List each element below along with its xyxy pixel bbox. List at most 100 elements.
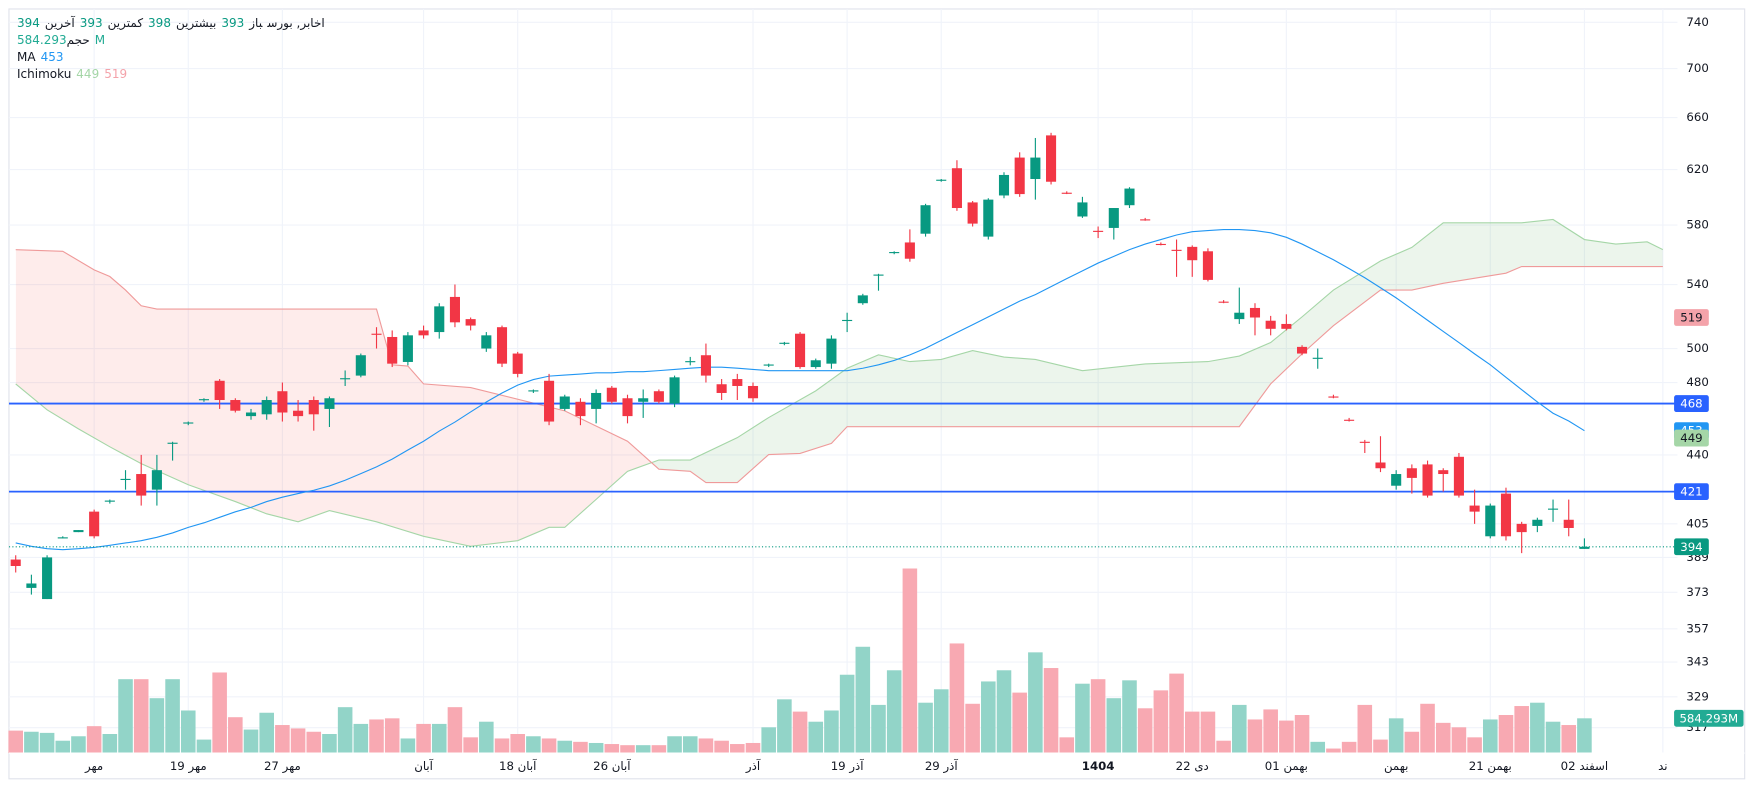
- volume-bar: [196, 739, 212, 754]
- volume-bar: [290, 728, 306, 754]
- volume-bar: [682, 736, 698, 754]
- volume-bar: [965, 703, 980, 754]
- x-tick-label: آبان: [414, 759, 433, 773]
- y-tick-label: 405: [1686, 516, 1708, 530]
- candle-body: [1140, 219, 1151, 221]
- candle-body: [1265, 320, 1276, 329]
- y-tick-label: 329: [1686, 689, 1708, 703]
- volume-bar: [1373, 739, 1388, 754]
- candle-body: [904, 242, 915, 259]
- volume-bar: [400, 738, 416, 754]
- volume-bar: [306, 731, 322, 754]
- volume-bar: [1122, 680, 1137, 754]
- stat-label: باز: [249, 16, 263, 30]
- candle-body: [842, 319, 853, 322]
- volume-bar: [384, 718, 400, 754]
- candle-body: [387, 336, 398, 364]
- volume-bar: [1012, 692, 1027, 754]
- price-tag: 394: [1680, 540, 1702, 554]
- candle-body: [700, 355, 711, 376]
- candle-body: [1312, 357, 1323, 359]
- symbol: اخابر, بورس: [267, 16, 325, 30]
- volume-bar: [447, 707, 463, 754]
- price-tag-bg: [1674, 538, 1709, 556]
- volume-bar: [981, 681, 996, 754]
- candle-body: [183, 422, 194, 424]
- volume-bar: [1577, 718, 1592, 754]
- candle-body: [638, 398, 649, 402]
- candle-body: [277, 391, 288, 413]
- volume-bar: [918, 702, 933, 754]
- y-tick-label: 373: [1686, 585, 1708, 599]
- y-tick-label: 480: [1686, 375, 1708, 389]
- y-tick-label: 620: [1686, 162, 1708, 176]
- volume-bar: [1467, 737, 1482, 754]
- candle-body: [716, 384, 727, 393]
- stat-label: آخرین: [44, 16, 75, 30]
- candle-body: [779, 342, 790, 344]
- price-tag-bg: [1674, 483, 1709, 501]
- volume-bar: [761, 727, 776, 754]
- y-tick-label: 700: [1686, 61, 1708, 75]
- volume-bar: [745, 742, 761, 754]
- candle-body: [1108, 208, 1119, 228]
- volume-bar: [1561, 725, 1577, 754]
- time-axis: مهر 19 مهر 27 مهر آبان 18 آبان 26 آبان آذر 19 آ…: [84, 759, 1668, 774]
- volume-bar: [1184, 711, 1200, 754]
- volume-bar: [118, 679, 133, 754]
- volume-bar: [949, 643, 965, 754]
- candle-body: [10, 559, 21, 567]
- y-tick-label: 660: [1686, 110, 1708, 124]
- volume-bar: [416, 723, 431, 754]
- candle-body: [1579, 546, 1590, 549]
- candle-body: [1438, 470, 1449, 475]
- candle-body: [1375, 462, 1386, 469]
- ichimoku-row: Ichimoku 449 519: [17, 66, 330, 83]
- volume-bar: [1404, 731, 1420, 754]
- candle-body: [528, 390, 539, 392]
- volume-bar: [1341, 741, 1357, 754]
- candle-body: [1046, 135, 1057, 182]
- x-tick-label: 29 آذر: [925, 759, 959, 774]
- symbol-row: اخابر, بورس باز 393 بیشترین 398 کمترین 393 آخری…: [17, 15, 330, 32]
- volume-bar: [1310, 741, 1326, 754]
- x-tick-label: ند: [1658, 759, 1667, 773]
- volume-bar: [573, 741, 588, 754]
- candle-body: [951, 168, 962, 209]
- y-tick-label: 500: [1686, 341, 1708, 355]
- volume-bar: [792, 711, 808, 754]
- volume-bar: [1090, 679, 1106, 754]
- candle-body: [1485, 505, 1496, 537]
- candle-body: [465, 319, 476, 326]
- volume-bar: [1530, 702, 1545, 754]
- ichimoku: [15, 218, 1664, 547]
- volume-bar: [180, 710, 196, 754]
- candle-body: [936, 179, 947, 181]
- candle-body: [481, 335, 492, 349]
- volume-bar: [494, 738, 510, 754]
- candle-body: [763, 364, 774, 366]
- candle-body: [732, 379, 743, 386]
- candle-body: [1030, 157, 1041, 180]
- volume-bar: [228, 717, 243, 754]
- candle-body: [1422, 464, 1433, 496]
- candle-body: [1124, 188, 1135, 206]
- volume-bar: [1514, 706, 1529, 754]
- volume-bar: [1043, 668, 1059, 754]
- price-tag: 468: [1680, 397, 1702, 411]
- volume-bar: [8, 730, 23, 754]
- candle-body: [967, 202, 978, 224]
- stat-label: کمترین: [107, 16, 144, 30]
- candle-body: [998, 174, 1010, 196]
- candle-body: [795, 333, 806, 368]
- x-tick-label: 19 آذر: [831, 759, 865, 774]
- price-tag-bg: [1674, 309, 1709, 326]
- candle-body: [198, 399, 209, 401]
- volume-bar: [1388, 718, 1404, 754]
- candle-body: [1344, 419, 1355, 421]
- volume-bar: [212, 672, 227, 754]
- ichimoku-value: 449: [76, 67, 100, 81]
- x-tick-label: 21 بهمن: [1469, 759, 1512, 774]
- candle-body: [120, 478, 131, 481]
